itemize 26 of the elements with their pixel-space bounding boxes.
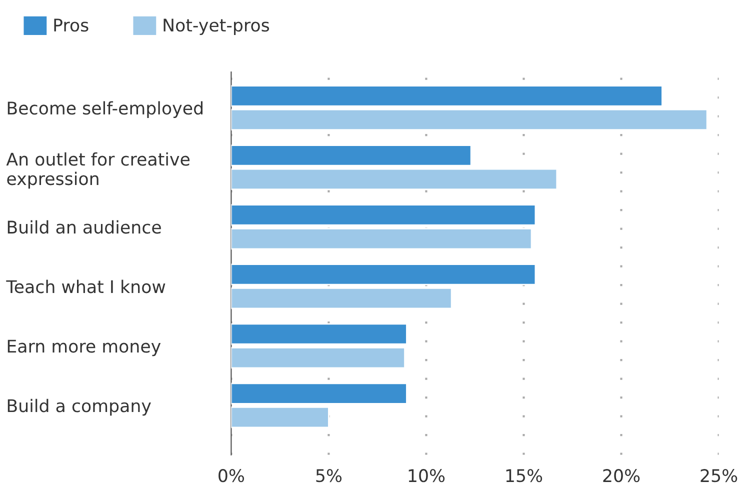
bar <box>231 382 408 404</box>
x-tick-label: 15% <box>506 469 542 482</box>
y-tick-label: Teach what I know <box>6 280 166 294</box>
y-tick-label: Build a company <box>8 398 151 416</box>
bar <box>231 406 330 428</box>
legend-label: Not-yet-pros <box>164 18 270 36</box>
x-tick-label: 25% <box>700 469 738 482</box>
bar <box>231 168 558 190</box>
x-tick-label: 20% <box>603 469 640 482</box>
legend-label: Pros <box>54 18 88 32</box>
x-tick-label: 0% <box>218 469 244 482</box>
bar <box>231 264 536 286</box>
y-tick-label: Become self-employed <box>8 101 202 118</box>
bar <box>231 144 472 166</box>
y-tick-label: Build an audience <box>8 220 161 234</box>
x-tick-label: 10% <box>408 469 445 482</box>
bar <box>231 108 708 131</box>
bar <box>231 228 532 250</box>
bar <box>231 323 408 345</box>
bar <box>231 287 452 310</box>
bar <box>231 204 536 226</box>
bar <box>231 85 663 107</box>
x-tick-label: 5% <box>316 469 342 482</box>
bar <box>231 347 406 369</box>
y-tick-label: Earn more money <box>8 340 161 356</box>
y-tick-label: An outlet for creative expression <box>6 152 190 189</box>
